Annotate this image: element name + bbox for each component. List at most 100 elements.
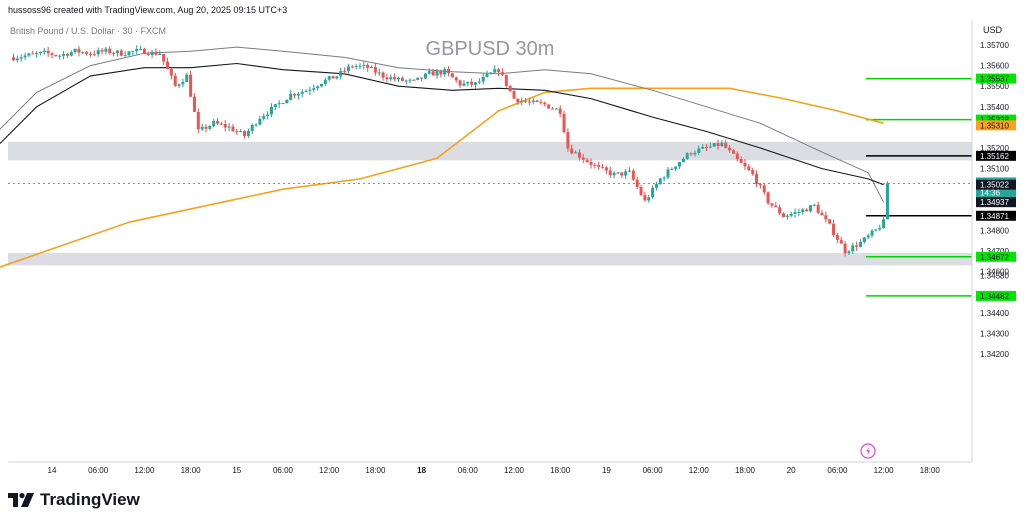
candle-down [293,93,297,96]
price-tag [976,73,1016,84]
candle-down [196,111,200,130]
candle-down [431,71,435,76]
candle-down [635,179,639,187]
candle-down [828,219,832,224]
ema-slow-line [0,46,885,203]
price-tag [976,150,1016,161]
candle-down [570,148,574,154]
candle-up [628,170,631,172]
candle-up [647,197,651,201]
candle-up [801,209,805,213]
y-tick-label: 1.35400 [980,103,1009,112]
candle-down [547,104,551,109]
candle-up [693,152,697,155]
candle-down [331,76,335,79]
candle-down [65,53,69,56]
candle-down [281,103,285,105]
symbol-legend[interactable]: British Pound / U.S. Dollar · 30 · FXCM [10,26,166,36]
price-tag-label: 1.34871 [980,212,1009,221]
candle-up [466,81,470,84]
price-tag-label: 1.34672 [980,253,1009,262]
candle-up [678,162,682,167]
candle-down [169,68,173,76]
candle-down [643,195,647,201]
tradingview-brand[interactable]: TradingView [8,490,140,510]
candle-down [766,192,770,204]
x-tick-label: 06:00 [458,466,479,475]
candle-down [497,69,501,73]
price-tag [976,197,1016,208]
candle-down [46,50,50,54]
candle-down [454,77,458,81]
x-tick-label: 19 [602,466,611,475]
y-tick-label: 1.34800 [980,226,1009,235]
candle-up [246,130,250,136]
price-tag-countdown: 14:36 [980,188,1001,197]
lightning-alert-icon[interactable] [860,443,876,459]
candle-down [577,152,581,158]
candle-up [150,51,154,56]
candle-up [346,66,350,72]
y-tick-label: 1.35700 [980,41,1009,50]
price-tag-label: 1.35338 [980,116,1009,125]
candle-down [504,74,508,86]
candle-down [54,55,58,57]
candle-up [874,229,878,231]
candle-up [851,245,855,252]
candle-down [512,91,516,99]
candle-up [277,103,281,105]
candle-up [262,116,266,119]
currency-label[interactable]: USD [983,25,1003,35]
candle-up [73,48,77,53]
candle-up [674,166,678,169]
candle-up [685,153,689,159]
candle-down [608,170,612,176]
candle-down [824,215,828,220]
candle-up [489,72,493,75]
candle-up [624,171,628,176]
candle-down [724,142,728,148]
candle-up [793,212,797,214]
candle-up [423,73,427,79]
candle-up [789,213,793,216]
sr-zone [8,141,972,161]
candle-up [131,51,135,53]
candle-up [885,183,889,220]
price-tag-label: 1.35162 [980,152,1009,161]
candle-up [177,84,181,86]
candle-down [770,203,774,206]
candle-down [219,123,223,125]
candle-down [705,146,708,148]
candle-down [601,166,605,168]
candle-up [123,55,127,57]
candle-down [154,51,158,55]
candle-up [15,58,19,61]
candle-down [450,73,454,78]
candle-up [427,71,431,74]
candle-up [397,77,400,80]
candle-up [316,86,320,89]
candle-up [254,124,258,126]
brand-name: TradingView [40,490,140,509]
candle-up [308,89,312,91]
candle-up [58,55,62,57]
candle-down [843,243,847,254]
candle-up [339,70,343,77]
candle-down [393,77,397,80]
candle-up [520,100,524,103]
candle-up [859,242,862,247]
candle-up [239,131,243,133]
candle-up [115,50,119,54]
x-tick-label: 18:00 [735,466,756,475]
y-tick-label: 1.35100 [980,165,1009,174]
candle-down [835,235,839,240]
candle-down [562,113,566,133]
x-tick-label: 18:00 [550,466,571,475]
candle-up [797,212,801,214]
candle-up [227,126,231,128]
candle-up [531,100,535,103]
candle-down [535,100,539,102]
candle-down [166,61,169,69]
candle-down [12,57,15,61]
x-tick-label: 06:00 [827,466,848,475]
